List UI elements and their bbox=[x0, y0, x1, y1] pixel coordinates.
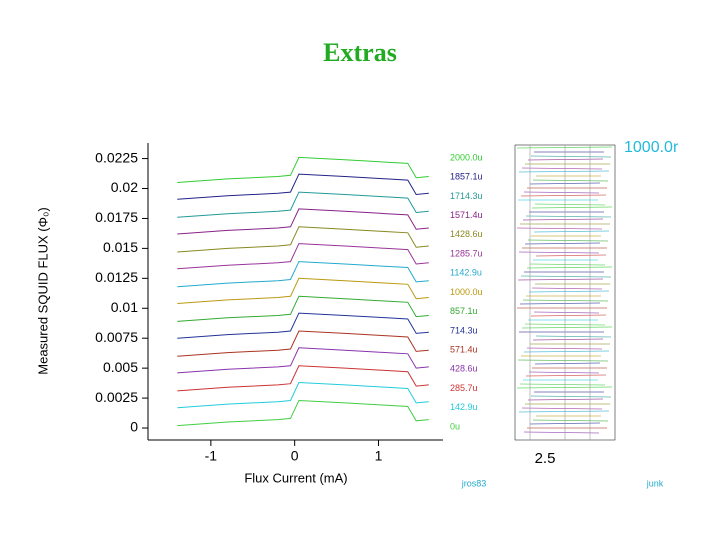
series-line bbox=[177, 365, 429, 392]
legend-label: 142.9u bbox=[450, 402, 478, 412]
stripe bbox=[527, 398, 604, 401]
legend-label: 857.1u bbox=[450, 306, 478, 316]
legend-label: 2000.0u bbox=[450, 152, 483, 162]
series-line bbox=[177, 226, 429, 253]
stripe bbox=[524, 242, 601, 245]
stripe bbox=[518, 170, 610, 173]
series-line bbox=[177, 399, 429, 427]
y-tick-label: 0.0025 bbox=[95, 389, 138, 405]
legend-label: 571.4u bbox=[450, 345, 478, 355]
stripe bbox=[532, 179, 609, 182]
legend-label: 1000.0u bbox=[450, 287, 483, 297]
y-tick-label: 0.0175 bbox=[95, 209, 138, 225]
stripe bbox=[529, 263, 606, 266]
y-tick-label: 0.02 bbox=[111, 179, 138, 195]
stripe bbox=[519, 383, 606, 386]
stripe bbox=[534, 203, 606, 206]
y-tick-label: 0.0225 bbox=[95, 149, 138, 165]
y-tick-label: 0.0075 bbox=[95, 329, 138, 345]
y-tick-label: 0.005 bbox=[103, 359, 138, 375]
stripe bbox=[523, 191, 600, 194]
stripe bbox=[530, 314, 607, 317]
series-line bbox=[177, 173, 429, 200]
stripe bbox=[527, 158, 604, 161]
stripe bbox=[516, 227, 603, 230]
series-line bbox=[177, 277, 429, 304]
stripe bbox=[523, 350, 610, 353]
stripe bbox=[535, 254, 607, 257]
series-line bbox=[177, 381, 429, 409]
series-line bbox=[177, 295, 429, 322]
stripe bbox=[533, 311, 600, 314]
stripe bbox=[530, 395, 612, 398]
legend-label: 1428.6u bbox=[450, 229, 483, 239]
stripe bbox=[531, 206, 613, 209]
series-line bbox=[177, 191, 429, 218]
legend-label: 1285.7u bbox=[450, 248, 483, 258]
stripe bbox=[533, 230, 610, 233]
stripe bbox=[517, 278, 604, 281]
stripe bbox=[525, 215, 612, 218]
stripe bbox=[521, 326, 613, 329]
slide-title: Extras bbox=[323, 38, 397, 67]
legend-label: 1857.1u bbox=[450, 172, 483, 182]
y-tick-label: 0.015 bbox=[103, 239, 138, 255]
stripe bbox=[516, 386, 613, 389]
stripe bbox=[521, 407, 603, 410]
y-tick-label: 0.0125 bbox=[95, 269, 138, 285]
panel-label: 1000.0r bbox=[624, 139, 679, 156]
stripe bbox=[516, 146, 613, 149]
stripe bbox=[520, 194, 607, 197]
stripe bbox=[525, 374, 607, 377]
stripe bbox=[523, 431, 600, 434]
stripe bbox=[531, 287, 603, 290]
stripe bbox=[534, 362, 601, 365]
legend-label: 1571.4u bbox=[450, 210, 483, 220]
legend-label: 285.7u bbox=[450, 383, 478, 393]
legend-label: 428.6u bbox=[450, 364, 478, 374]
x-tick-label: 0 bbox=[291, 448, 299, 464]
y-tick-label: 0 bbox=[130, 419, 138, 435]
series-line bbox=[177, 208, 429, 235]
panel-tick: 2.5 bbox=[535, 450, 556, 467]
legend-label: 0u bbox=[450, 421, 460, 431]
stripes bbox=[516, 145, 613, 440]
series-line bbox=[177, 312, 429, 339]
stripe bbox=[532, 419, 609, 422]
stripe bbox=[517, 359, 609, 362]
stripe bbox=[532, 338, 604, 341]
x-tick-label: -1 bbox=[205, 448, 218, 464]
stripe bbox=[522, 299, 609, 302]
stripe bbox=[521, 167, 603, 170]
stripe bbox=[520, 275, 612, 278]
series-line bbox=[177, 347, 429, 374]
series-line bbox=[177, 261, 429, 288]
stripe bbox=[530, 155, 612, 158]
stripe bbox=[526, 266, 613, 269]
legend-label: 1142.9u bbox=[450, 268, 482, 278]
stripe bbox=[519, 302, 601, 305]
series-line bbox=[177, 243, 429, 270]
legend-label: 714.3u bbox=[450, 325, 478, 335]
y-tick-label: 0.01 bbox=[111, 299, 138, 315]
stripe bbox=[528, 371, 600, 374]
stripe bbox=[528, 290, 610, 293]
stripe bbox=[526, 347, 603, 350]
footer-label: jros83 bbox=[461, 478, 487, 488]
y-axis-label: Measured SQUID FLUX (Φ₀) bbox=[35, 207, 50, 374]
stripe bbox=[535, 335, 612, 338]
stripe bbox=[527, 239, 609, 242]
x-tick-label: 1 bbox=[375, 448, 383, 464]
stripe bbox=[518, 251, 600, 254]
series-line bbox=[177, 156, 429, 183]
stripe bbox=[522, 218, 604, 221]
footer-label: junk bbox=[646, 478, 664, 488]
x-axis-label: Flux Current (mA) bbox=[244, 470, 347, 485]
series-line bbox=[177, 330, 429, 357]
legend-label: 1714.3u bbox=[450, 191, 483, 201]
stripe bbox=[518, 410, 610, 413]
